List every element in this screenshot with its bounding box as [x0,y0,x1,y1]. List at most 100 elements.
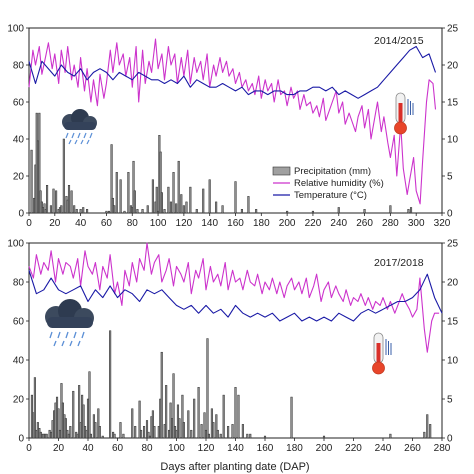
x-tick-label: 60 [101,218,113,229]
x-tick-label: 80 [127,218,139,229]
precipitation-bar [67,185,71,214]
series-lines [28,242,443,353]
precipitation-bar [46,185,49,214]
precipitation-bar [215,414,218,439]
legend-swatch-precipitation [272,166,291,176]
precipitation-bar [187,410,190,439]
x-tick-label: 160 [227,218,244,229]
right-tick-label: 5 [447,395,453,406]
precipitation-bar [141,209,144,214]
precipitation-bar [290,396,293,439]
precipitation-bar [255,209,258,214]
precipitation-bar [234,387,237,439]
season-label: 2014/2015 [374,35,424,47]
precipitation-bar [185,201,188,214]
precipitation-bar [147,431,150,439]
x-tick-label: 80 [141,443,153,454]
precipitation-bar [72,390,75,439]
x-tick-label: 260 [356,218,373,229]
temperature-line [28,270,443,322]
right-tick-label: 20 [447,278,459,289]
precipitation-bar [195,209,198,214]
precipitation-bar [247,196,250,214]
x-tick-label: 40 [75,218,87,229]
precipitation-bar [200,424,203,439]
rain-cloud-icon [45,299,94,347]
precipitation-bar [337,207,340,214]
precipitation-bar [189,186,192,214]
precipitation-bar [101,435,104,439]
x-tick-label: 200 [279,218,296,229]
x-tick-label: 140 [201,218,218,229]
precipitation-bar [160,192,163,214]
x-tick-label: 0 [26,443,32,454]
precipitation-bar [79,209,82,214]
left-tick-label: 40 [13,356,25,367]
precipitation-bar [88,371,91,439]
precipitation-bar [231,424,234,439]
precipitation-bar [178,418,181,439]
left-axis-ticks: 0 20 40 60 80 100 [7,239,29,445]
legend-label-temperature: Temperature (°C) [294,190,367,201]
precipitation-bar [227,426,230,439]
legend: Precipitation (mm) Relative humidity (%)… [272,166,384,201]
x-tick-label: 240 [375,443,392,454]
precipitation-bar [190,429,193,439]
precipitation-bar [426,414,429,439]
precipitation-bar [234,181,237,214]
precipitation-bar [177,160,180,214]
precipitation-bar [49,205,52,214]
precipitation-bar [208,179,211,214]
precipitation-bar [73,205,76,214]
x-tick-label: 300 [408,218,425,229]
precipitation-bar [143,426,146,439]
left-tick-label: 60 [13,98,25,109]
precipitation-bar [182,205,185,214]
precipitation-bar [33,377,36,439]
precipitation-bar [153,426,156,439]
left-tick-label: 80 [13,278,25,289]
precipitation-bar [133,190,136,214]
right-tick-label: 15 [447,317,459,328]
x-tick-label: 220 [305,218,322,229]
x-axis-ticks: 0 20 40 60 80 100 120 140 160 180 200 220 240 260 280 [26,438,451,454]
precipitation-bar [110,144,113,214]
x-tick-label: 20 [53,443,65,454]
precipitation-bar [263,435,267,439]
panel-2014-2015: 0 20 40 60 80 100 120 140 160 180 200 220 240 260 280 3… [7,24,458,230]
precipitation-bar [52,188,55,214]
panel-2017-2018: 0 20 40 60 80 100 120 140 160 180 200 220 240 260 280 … [7,239,458,474]
precipitation-bar [249,433,252,439]
right-tick-label: 10 [447,135,459,146]
precipitation-bar [181,394,184,439]
thermometer-icon [372,332,392,375]
x-tick-label: 280 [434,443,451,454]
precipitation-bar [207,433,210,439]
precipitation-bar [62,138,65,214]
series-lines [28,38,437,205]
right-axis-ticks: 0 5 10 15 20 25 [442,239,459,445]
right-tick-label: 0 [447,209,453,220]
temperature-line [28,45,437,99]
x-axis-label: Days after planting date (DAP) [160,461,309,473]
precipitation-bar [138,400,141,439]
x-tick-label: 120 [198,443,215,454]
precipitation-bar [159,151,162,214]
precipitation-bar [45,433,48,439]
left-tick-label: 20 [13,395,25,406]
x-tick-label: 240 [330,218,347,229]
x-tick-label: 320 [434,218,451,229]
x-tick-label: 220 [345,443,362,454]
precipitation-bar [55,190,58,214]
precipitation-bar [98,426,101,439]
precipitation-bar [82,404,85,439]
precipitation-bar [140,429,143,439]
precipitation-bar [119,179,122,214]
precipitation-bar [82,207,85,214]
left-tick-label: 0 [18,209,24,220]
precipitation-bar [203,412,206,439]
precipitation-bar [212,422,215,439]
precipitation-bar [109,330,112,439]
precipitation-bars [30,330,432,439]
